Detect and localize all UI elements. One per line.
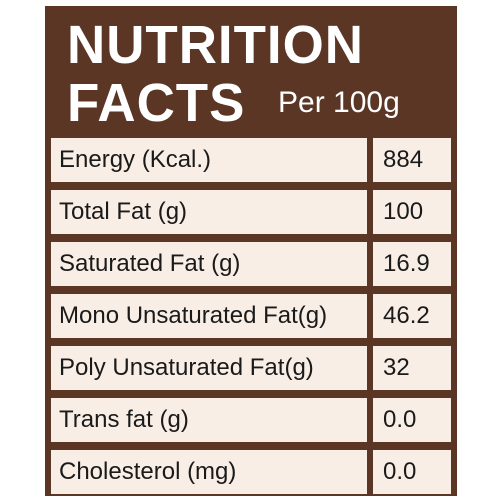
row-value: 100 [373,190,451,234]
row-label: Trans fat (g) [51,398,367,442]
serving-size-label: Per 100g [278,86,400,119]
table-row-trans-fat: Trans fat (g) 0.0 [51,398,451,442]
row-label: Mono Unsaturated Fat(g) [51,294,367,338]
table-row-cholesterol: Cholesterol (mg) 0.0 [51,450,451,494]
row-label: Cholesterol (mg) [51,450,367,494]
table-row-mono-unsaturated-fat: Mono Unsaturated Fat(g) 46.2 [51,294,451,338]
row-value: 0.0 [373,398,451,442]
row-label: Total Fat (g) [51,190,367,234]
row-label: Poly Unsaturated Fat(g) [51,346,367,390]
title-line-1: NUTRITION [67,15,364,75]
row-label: Energy (Kcal.) [51,138,367,182]
row-value: 0.0 [373,450,451,494]
nutrition-facts-panel: NUTRITION FACTS Per 100g Energy (Kcal.) … [45,6,457,496]
row-value: 46.2 [373,294,451,338]
nutrition-table: Energy (Kcal.) 884 Total Fat (g) 100 Sat… [51,138,451,494]
row-value: 884 [373,138,451,182]
table-row-saturated-fat: Saturated Fat (g) 16.9 [51,242,451,286]
table-row-total-fat: Total Fat (g) 100 [51,190,451,234]
title-line-2: FACTS [67,73,246,133]
table-row-poly-unsaturated-fat: Poly Unsaturated Fat(g) 32 [51,346,451,390]
row-value: 16.9 [373,242,451,286]
table-row-energy: Energy (Kcal.) 884 [51,138,451,182]
row-value: 32 [373,346,451,390]
row-label: Saturated Fat (g) [51,242,367,286]
